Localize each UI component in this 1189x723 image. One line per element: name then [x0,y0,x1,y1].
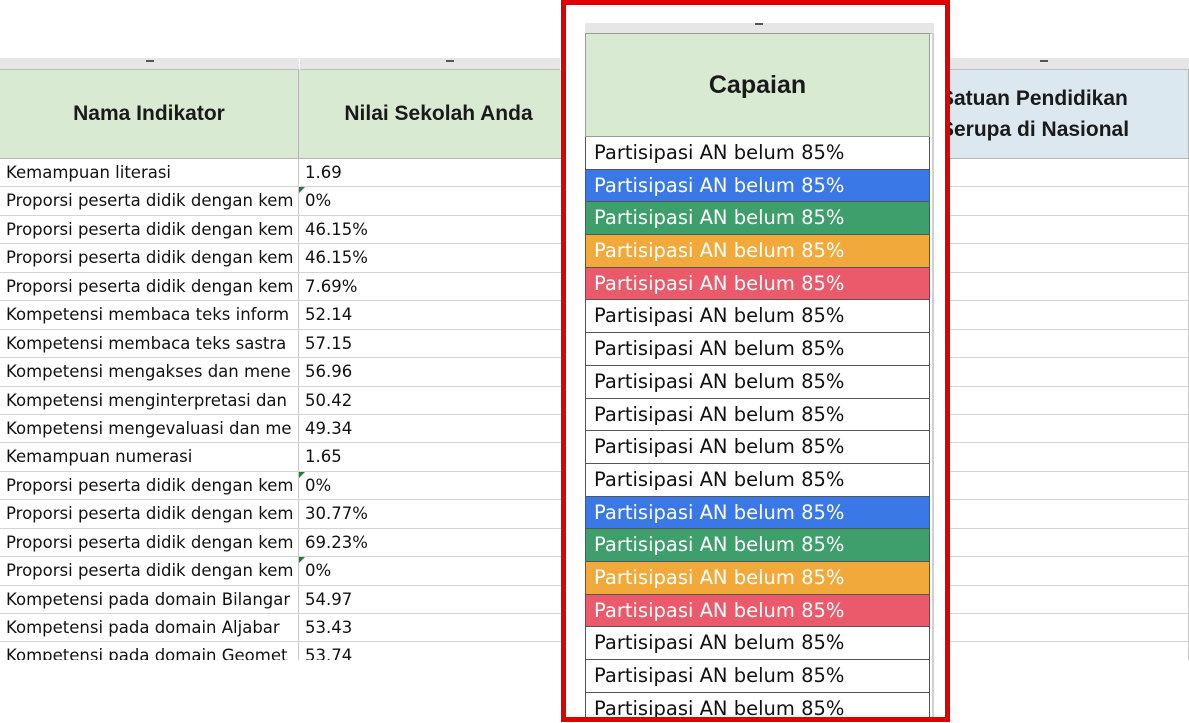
cell-national-value[interactable] [930,471,1189,500]
header-nasional-line1: Satuan Pendidikan [940,87,1128,110]
cell-school-value[interactable]: 49.34 [299,414,579,443]
capaian-cell[interactable]: Partisipasi AN belum 85% [585,202,930,236]
cell-indicator-name[interactable]: Kemampuan literasi [0,159,299,187]
highlight-frame: Capaian Partisipasi AN belum 85% Partisip… [561,0,950,722]
capaian-cell[interactable]: Partisipasi AN belum 85% [585,463,930,497]
cell-national-value[interactable]: 23 [930,358,1189,386]
cell-school-value[interactable]: 53.43 [299,614,579,642]
cell-indicator-name[interactable]: Kompetensi membaca teks inform [0,301,299,329]
cell-school-value[interactable]: 69.23% [299,528,579,557]
header-nasional-line2: Serupa di Nasional [940,118,1130,141]
cell-school-value[interactable]: 54.97 [299,585,579,613]
cell-national-value[interactable]: 23 [930,414,1189,443]
cell-school-value[interactable]: 50.42 [299,386,579,414]
cell-indicator-name[interactable]: Proporsi peserta didik dengan kem [0,244,299,272]
table-row: Proporsi peserta didik dengan kem 7.69% [0,272,1189,302]
header-nasional[interactable]: Satuan Pendidikan Serupa di Nasional [930,70,1189,159]
error-indicator-icon[interactable] [299,557,305,564]
cell-national-value[interactable]: 4 [930,443,1189,471]
capaian-cell[interactable]: Partisipasi AN belum 85% [585,235,930,268]
header-nama-indikator[interactable]: Nama Indikator [0,70,299,159]
capaian-cell[interactable]: Partisipasi AN belum 85% [585,431,930,464]
cell-national-value[interactable]: 85 [930,642,1189,660]
column-resize-marker [1040,60,1048,62]
cell-national-value[interactable] [930,500,1189,528]
cell-school-value[interactable]: 56.96 [299,358,579,386]
cell-indicator-name[interactable]: Kompetensi pada domain Bilangar [0,585,299,613]
cell-indicator-name[interactable]: Proporsi peserta didik dengan kem [0,187,299,215]
cell-national-value[interactable]: 44 [930,329,1189,358]
column-resize-marker [755,23,763,25]
error-indicator-icon[interactable] [299,471,305,478]
cell-school-value[interactable]: 1.69 [299,159,579,187]
cell-indicator-name[interactable]: Kompetensi menginterpretasi dan [0,386,299,414]
cell-national-value[interactable]: 31 [930,386,1189,414]
cell-school-value[interactable]: 46.15% [299,215,579,244]
cell-national-value[interactable] [930,557,1189,585]
cell-school-value[interactable]: 30.77% [299,500,579,528]
capaian-cell[interactable]: Partisipasi AN belum 85% [585,660,930,693]
capaian-cell[interactable]: Partisipasi AN belum 85% [585,692,930,717]
column-header-b[interactable] [300,58,560,70]
cell-national-value[interactable] [930,272,1189,301]
cell-school-value[interactable]: 0% [299,187,579,215]
cell-school-value[interactable]: 53.74 [299,642,579,660]
capaian-cell[interactable]: Partisipasi AN belum 85% [585,267,930,301]
capaian-cell[interactable]: Partisipasi AN belum 85% [585,365,930,399]
capaian-cell[interactable]: Partisipasi AN belum 85% [585,529,930,562]
capaian-column: Capaian Partisipasi AN belum 85% Partisip… [585,23,934,717]
capaian-cell[interactable]: Partisipasi AN belum 85% [585,496,930,530]
capaian-cell[interactable]: Partisipasi AN belum 85% [585,300,930,334]
cell-national-value[interactable]: 78 [930,585,1189,613]
error-indicator-icon[interactable] [299,187,305,194]
capaian-rows: Partisipasi AN belum 85% Partisipasi AN b… [585,137,930,717]
cell-national-value[interactable]: 9 [930,159,1189,187]
cell-indicator-name[interactable]: Proporsi peserta didik dengan kem [0,500,299,528]
column-header-d[interactable] [930,58,1189,70]
column-resize-marker [446,60,454,62]
capaian-cell[interactable]: Partisipasi AN belum 85% [585,137,930,170]
cell-indicator-name[interactable]: Proporsi peserta didik dengan kem [0,528,299,557]
capaian-cell[interactable]: Partisipasi AN belum 85% [585,398,930,432]
cell-school-value[interactable]: 0% [299,471,579,500]
cell-school-value[interactable]: 0% [299,557,579,585]
cell-school-value[interactable]: 52.14 [299,301,579,329]
cell-school-value[interactable]: 46.15% [299,244,579,272]
column-gridline [932,33,934,717]
cell-indicator-name[interactable]: Kompetensi pada domain Geomet [0,642,299,660]
capaian-cell[interactable]: Partisipasi AN belum 85% [585,594,930,628]
cell-national-value[interactable] [930,244,1189,272]
cell-indicator-name[interactable]: Kompetensi membaca teks sastra [0,329,299,358]
cell-indicator-name[interactable]: Kemampuan numerasi [0,443,299,471]
cell-indicator-name[interactable]: Proporsi peserta didik dengan kem [0,272,299,301]
column-resize-marker [146,60,154,62]
cell-school-value[interactable]: 57.15 [299,329,579,358]
cell-national-value[interactable]: 47 [930,614,1189,642]
cell-indicator-name[interactable]: Kompetensi mengevaluasi dan me [0,414,299,443]
cell-school-value[interactable]: 7.69% [299,272,579,301]
cell-national-value[interactable] [930,187,1189,215]
cell-national-value[interactable] [930,215,1189,244]
header-nilai-sekolah[interactable]: Nilai Sekolah Anda [299,70,579,159]
column-header-a[interactable] [0,58,299,70]
cell-national-value[interactable]: 96 [930,301,1189,329]
cell-national-value[interactable] [930,528,1189,557]
cell-indicator-name[interactable]: Kompetensi mengakses dan mene [0,358,299,386]
cell-school-value[interactable]: 1.65 [299,443,579,471]
capaian-cell[interactable]: Partisipasi AN belum 85% [585,627,930,660]
capaian-cell[interactable]: Partisipasi AN belum 85% [585,561,930,595]
cell-indicator-name[interactable]: Proporsi peserta didik dengan kem [0,557,299,585]
spreadsheet-view: Nama Indikator Nilai Sekolah Anda Satuan… [0,58,1189,660]
header-capaian[interactable]: Capaian [585,33,930,137]
cell-indicator-name[interactable]: Proporsi peserta didik dengan kem [0,471,299,500]
capaian-cell[interactable]: Partisipasi AN belum 85% [585,169,930,203]
capaian-cell[interactable]: Partisipasi AN belum 85% [585,333,930,366]
cell-indicator-name[interactable]: Kompetensi pada domain Aljabar [0,614,299,642]
cell-indicator-name[interactable]: Proporsi peserta didik dengan kem [0,215,299,244]
